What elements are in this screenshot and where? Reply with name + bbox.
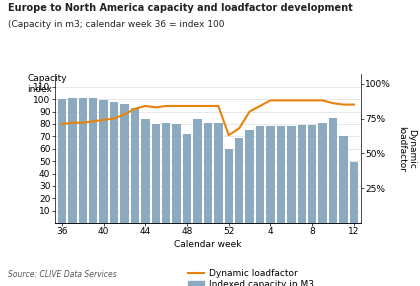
Bar — [120, 104, 129, 223]
Bar — [256, 126, 264, 223]
Bar — [193, 119, 202, 223]
Text: Source: CLIVE Data Services: Source: CLIVE Data Services — [8, 270, 117, 279]
Bar — [245, 130, 254, 223]
Bar — [58, 99, 66, 223]
Bar — [287, 126, 296, 223]
Bar — [329, 118, 337, 223]
Bar — [79, 98, 87, 223]
Bar — [350, 162, 358, 223]
Bar — [141, 119, 150, 223]
Y-axis label: Capacity
index: Capacity index — [27, 74, 67, 94]
Bar — [183, 134, 191, 223]
Bar — [266, 126, 275, 223]
Bar — [308, 125, 316, 223]
Bar — [162, 123, 171, 223]
Bar — [131, 108, 139, 223]
X-axis label: Calendar week: Calendar week — [174, 241, 241, 249]
Bar — [152, 124, 160, 223]
Bar — [235, 138, 243, 223]
Bar — [110, 102, 118, 223]
Bar — [318, 123, 327, 223]
Bar — [225, 149, 233, 223]
Bar — [68, 98, 76, 223]
Bar — [89, 98, 97, 223]
Y-axis label: Dynamic
loadfactor: Dynamic loadfactor — [397, 126, 416, 172]
Bar — [214, 123, 223, 223]
Bar — [277, 126, 285, 223]
Bar — [100, 100, 108, 223]
Legend: Dynamic loadfactor, Indexed capacity in M3: Dynamic loadfactor, Indexed capacity in … — [188, 269, 314, 286]
Text: Europe to North America capacity and loadfactor development: Europe to North America capacity and loa… — [8, 3, 353, 13]
Text: (Capacity in m3; calendar week 36 = index 100: (Capacity in m3; calendar week 36 = inde… — [8, 20, 225, 29]
Bar — [298, 125, 306, 223]
Bar — [173, 124, 181, 223]
Bar — [204, 123, 212, 223]
Bar — [339, 136, 348, 223]
